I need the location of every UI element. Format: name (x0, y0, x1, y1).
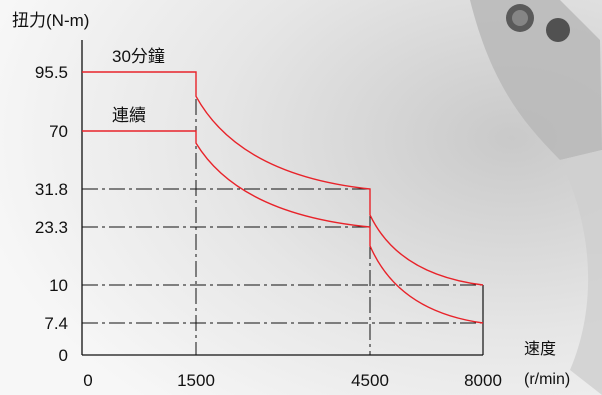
curves (82, 71, 484, 324)
axis-labels: 扭力(N-m) 速度 (r/min) (12, 11, 570, 388)
series-line-0 (82, 71, 484, 286)
x-tick-label: 1500 (177, 371, 215, 390)
y-tick-label: 10 (49, 276, 68, 295)
series-line-1 (82, 130, 484, 324)
motor-illustration (470, 0, 602, 395)
reference-lines (82, 72, 484, 355)
y-tick-label: 70 (49, 122, 68, 141)
x-tick-label: 4500 (351, 371, 389, 390)
y-tick-label: 7.4 (44, 314, 68, 333)
x-axis-label-1: 速度 (524, 340, 556, 358)
y-tick-label: 31.8 (35, 180, 68, 199)
x-tick-label: 8000 (464, 371, 502, 390)
y-tick-label: 0 (59, 346, 68, 365)
axes (81, 40, 483, 356)
y-tick-label: 23.3 (35, 218, 68, 237)
y-axis-label: 扭力(N-m) (12, 11, 89, 30)
y-tick-label: 95.5 (35, 63, 68, 82)
series-label: 30分鐘 (112, 47, 165, 66)
x-axis-label-2: (r/min) (524, 371, 570, 388)
tick-labels: 0 1500 4500 8000 0 7.4 10 23.3 31.8 70 95.5 (35, 63, 502, 390)
x-tick-label: 0 (83, 371, 92, 390)
series-label: 連續 (112, 106, 146, 125)
